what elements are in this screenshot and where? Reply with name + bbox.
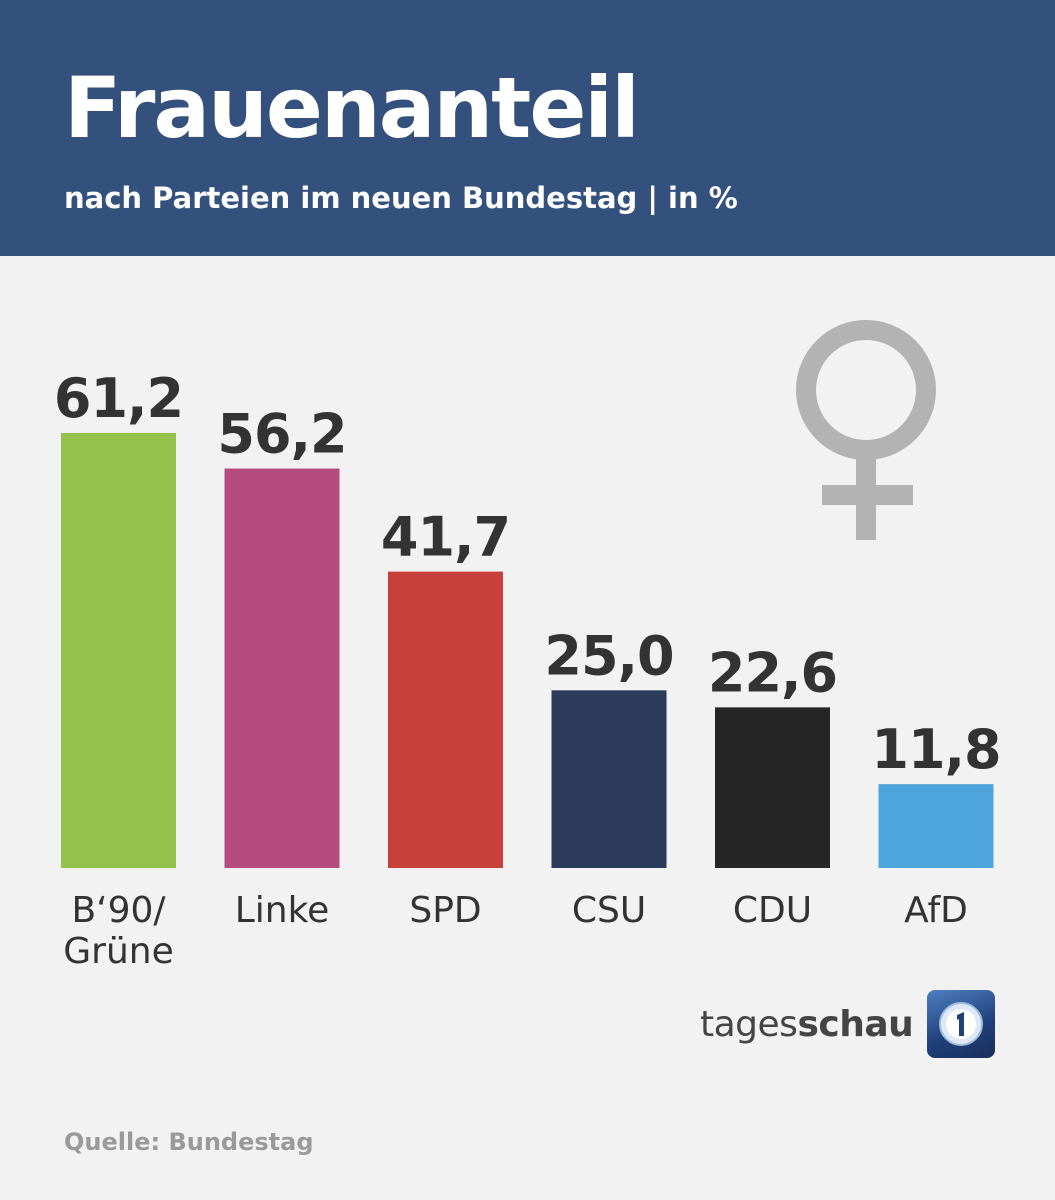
category-label-1: Linke — [235, 890, 330, 931]
value-label-4: 22,6 — [708, 641, 837, 704]
female-symbol-icon — [796, 320, 936, 540]
bar-0 — [61, 433, 176, 868]
value-label-5: 11,8 — [871, 718, 1000, 781]
value-label-0: 61,2 — [54, 367, 183, 430]
bar-2 — [388, 571, 503, 868]
bar-5 — [878, 784, 994, 868]
category-label-3: CSU — [572, 890, 646, 931]
value-label-3: 25,0 — [544, 624, 673, 687]
source-note: Quelle: Bundestag — [64, 1128, 314, 1156]
header-banner: Frauenanteil nach Parteien im neuen Bund… — [0, 0, 1055, 256]
bar-3 — [551, 690, 667, 868]
logo-text-bold: schau — [797, 1003, 914, 1045]
tagesschau-logo: tagesschau — [700, 988, 996, 1060]
chart-subtitle: nach Parteien im neuen Bundestag | in % — [64, 181, 738, 215]
bar-1 — [224, 468, 340, 868]
category-label-4: CDU — [733, 890, 812, 931]
bar-4 — [715, 707, 830, 868]
category-label-0-line-1: Grüne — [63, 931, 173, 972]
value-label-2: 41,7 — [381, 506, 510, 569]
bar-chart: 61,2 B‘90/Grüne 56,2 Linke 41,7 SPD 25,0 CSU 22,… — [54, 320, 1002, 972]
category-label-5: AfD — [904, 890, 968, 931]
ard-one-icon — [927, 990, 996, 1058]
logo-wordmark: tagesschau — [700, 1003, 914, 1045]
bars-group: 61,2 B‘90/Grüne 56,2 Linke 41,7 SPD 25,0 CSU 22,… — [54, 367, 1002, 972]
value-label-1: 56,2 — [217, 403, 346, 466]
logo-text-light: tages — [700, 1003, 798, 1045]
category-label-2: SPD — [409, 890, 481, 931]
category-label-0: B‘90/ — [71, 890, 166, 931]
chart-title: Frauenanteil — [64, 59, 640, 157]
